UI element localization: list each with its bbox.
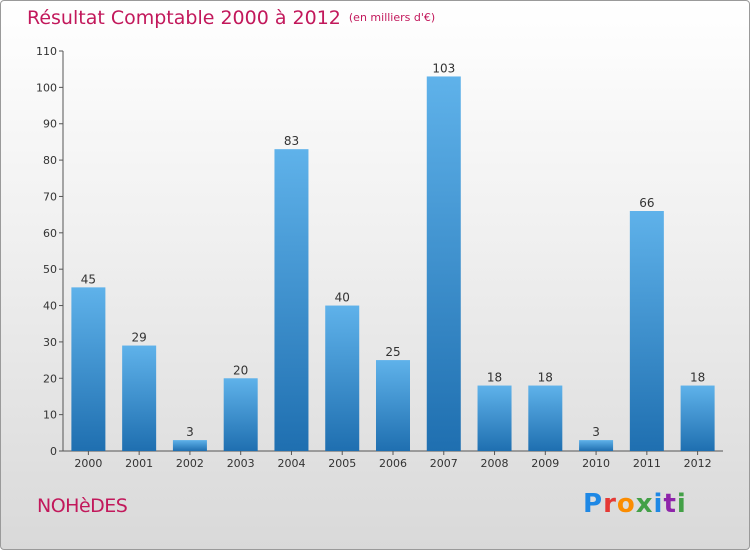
bar-2009 bbox=[528, 385, 563, 451]
bar-2005 bbox=[325, 305, 360, 451]
bar-2010 bbox=[579, 440, 614, 451]
logo-letter: i bbox=[653, 489, 664, 519]
logo-letter: r bbox=[603, 489, 617, 519]
x-tick-label: 2000 bbox=[74, 457, 102, 470]
data-label: 66 bbox=[639, 196, 654, 210]
y-tick-label: 0 bbox=[50, 445, 57, 458]
data-label: 40 bbox=[335, 291, 350, 305]
y-tick-label: 30 bbox=[43, 336, 57, 349]
bar-2003 bbox=[223, 378, 258, 451]
chart-title: Résultat Comptable 2000 à 2012 (en millie… bbox=[27, 7, 435, 29]
x-tick-label: 2007 bbox=[430, 457, 458, 470]
y-tick-label: 10 bbox=[43, 409, 57, 422]
chart-bars bbox=[71, 76, 715, 452]
bar-2001 bbox=[122, 345, 157, 451]
y-tick-label: 70 bbox=[43, 190, 57, 203]
y-tick-label: 80 bbox=[43, 154, 57, 167]
bar-2008 bbox=[477, 385, 512, 451]
bar-2000 bbox=[71, 287, 106, 451]
logo-letter: P bbox=[583, 489, 604, 519]
logo-letter: o bbox=[616, 489, 636, 519]
chart-labels: 2000 45 2001 29 2002 3 2003 20 2004 83 2005 40 2006 2… bbox=[74, 61, 711, 470]
x-tick-label: 2003 bbox=[227, 457, 255, 470]
x-tick-label: 2005 bbox=[328, 457, 356, 470]
y-tick-label: 40 bbox=[43, 300, 57, 313]
x-tick-label: 2009 bbox=[531, 457, 559, 470]
x-tick-label: 2001 bbox=[125, 457, 153, 470]
data-label: 18 bbox=[690, 371, 705, 385]
logo-letter: x bbox=[635, 489, 654, 519]
x-tick-label: 2011 bbox=[633, 457, 661, 470]
bar-2004 bbox=[274, 149, 309, 451]
x-tick-label: 2010 bbox=[582, 457, 610, 470]
data-label: 3 bbox=[592, 425, 600, 439]
chart-title-text: Résultat Comptable 2000 à 2012 bbox=[27, 7, 341, 29]
x-tick-label: 2002 bbox=[176, 457, 204, 470]
y-tick-label: 20 bbox=[43, 372, 57, 385]
logo-letter: t bbox=[663, 489, 677, 519]
proxiti-logo: Proxiti bbox=[583, 489, 687, 519]
logo-letter: i bbox=[676, 489, 687, 519]
x-tick-label: 2012 bbox=[684, 457, 712, 470]
y-tick-label: 90 bbox=[43, 118, 57, 131]
data-label: 20 bbox=[233, 363, 248, 377]
bar-2006 bbox=[376, 360, 410, 451]
data-label: 25 bbox=[385, 345, 400, 359]
y-tick-label: 100 bbox=[36, 81, 57, 94]
data-label: 83 bbox=[284, 134, 299, 148]
data-label: 3 bbox=[186, 425, 194, 439]
bar-2011 bbox=[629, 211, 664, 451]
bar-2002 bbox=[172, 440, 207, 451]
x-tick-label: 2008 bbox=[481, 457, 509, 470]
y-tick-label: 50 bbox=[43, 263, 57, 276]
x-tick-label: 2004 bbox=[277, 457, 305, 470]
data-label: 103 bbox=[432, 61, 455, 75]
commune-name: NOHèDES bbox=[37, 495, 128, 517]
chart-subtitle: (en milliers d'€) bbox=[348, 11, 436, 24]
y-tick-label: 110 bbox=[36, 45, 57, 58]
bar-2012 bbox=[680, 385, 715, 451]
data-label: 18 bbox=[538, 371, 553, 385]
x-tick-label: 2006 bbox=[379, 457, 407, 470]
data-label: 18 bbox=[487, 371, 502, 385]
y-tick-label: 60 bbox=[43, 227, 57, 240]
bar-2007 bbox=[426, 76, 461, 452]
data-label: 29 bbox=[132, 331, 147, 345]
data-label: 45 bbox=[81, 272, 96, 286]
